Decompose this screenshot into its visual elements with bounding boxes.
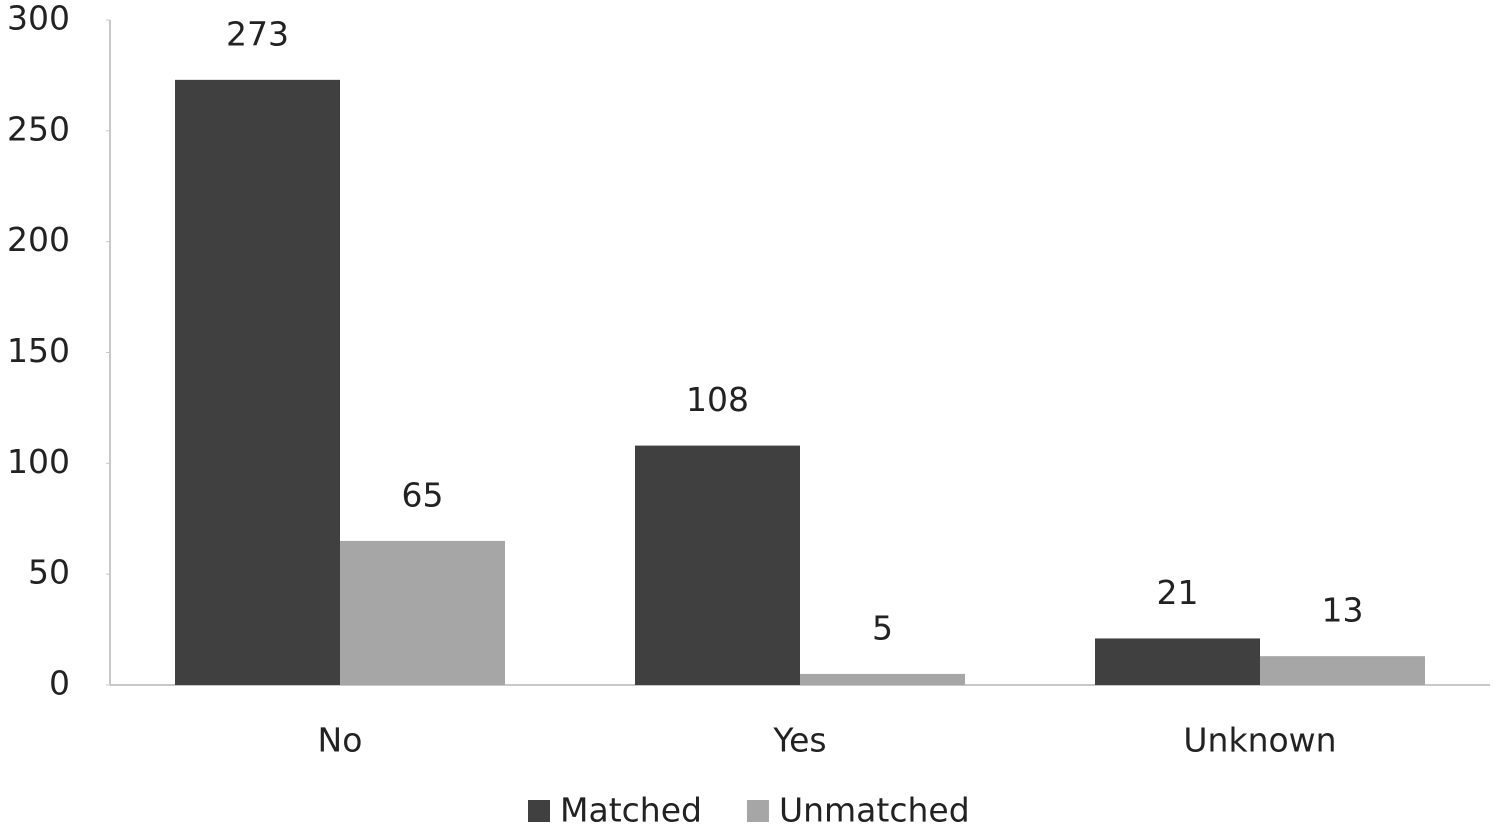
data-label: 5 xyxy=(872,608,893,647)
legend-swatch xyxy=(528,800,550,822)
y-tick-label: 0 xyxy=(49,664,70,703)
bar xyxy=(340,540,505,685)
bar xyxy=(800,673,965,685)
data-label: 273 xyxy=(226,14,289,53)
y-tick-label: 150 xyxy=(7,331,70,370)
bar xyxy=(635,445,800,685)
y-tick-label: 100 xyxy=(7,442,70,481)
x-tick-label: Unknown xyxy=(1183,721,1336,760)
y-tick-label: 200 xyxy=(7,220,70,259)
legend-label: Unmatched xyxy=(779,791,970,830)
bar xyxy=(1095,638,1260,685)
data-label: 21 xyxy=(1157,573,1199,612)
y-tick-label: 300 xyxy=(7,0,70,38)
x-tick-label: No xyxy=(318,721,363,760)
y-tick-label: 50 xyxy=(28,553,70,592)
bar xyxy=(175,79,340,686)
data-label: 108 xyxy=(686,380,749,419)
x-tick-label: Yes xyxy=(772,721,826,760)
bar xyxy=(1260,656,1425,685)
y-tick-label: 250 xyxy=(7,109,70,148)
data-label: 13 xyxy=(1322,591,1364,630)
legend-swatch xyxy=(746,800,769,822)
legend-label: Matched xyxy=(560,791,702,830)
data-label: 65 xyxy=(402,475,444,514)
